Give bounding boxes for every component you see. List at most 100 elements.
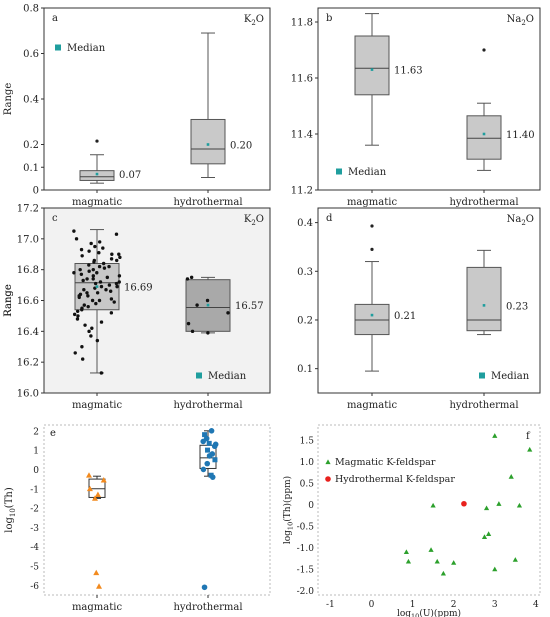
panel-f: -2.0-1.5-1.0-0.500.51.01.5-1 0 1 2 3 4flog10(… [282,424,541,617]
data-point [94,491,101,497]
y-tick-label: 0.4 [297,218,313,229]
data-point [89,241,93,246]
element-tail: O [526,14,534,25]
x-category-label: magmatic [72,602,123,613]
x-category-label: hydrothermal [449,400,518,411]
y-tick-label: 0.2 [23,140,39,151]
box-magmatic: 0.21 [354,224,416,372]
data-point [496,501,502,506]
data-point [89,334,93,338]
data-point [100,477,107,483]
element-tail: O [256,214,264,225]
box-magmatic: 16.69 [72,229,153,375]
series-magmatic: Magmatic K-feldspar [325,433,533,576]
data-point [527,446,533,452]
data-point [73,351,77,355]
y-label-main: log [283,530,293,544]
data-point [107,264,111,269]
iqr-box [466,115,502,160]
data-point [195,303,199,307]
data-point [90,298,95,303]
mean-marker [370,313,374,317]
element-label: Na2O [507,214,534,227]
data-point [185,277,190,281]
box-magmatic [86,472,107,589]
panel-letter: b [326,13,332,24]
element-main: K [244,14,252,25]
x-axis-label: log10(U)(ppm) [397,608,461,617]
data-point [492,433,498,438]
data-point [94,301,98,306]
data-point [430,502,436,508]
element-tail: O [256,14,264,25]
data-point [508,474,514,479]
data-point [211,443,218,450]
y-tick-label: -1.5 [297,566,315,576]
plot-frame [43,7,271,191]
y-tick-label: 16.4 [17,327,39,338]
element-main: K [244,214,252,225]
y-tick-label: 16.2 [17,358,39,369]
data-point [461,500,467,507]
legend-marker [325,459,331,465]
data-point [86,472,92,478]
x-tick-label: 3 [492,600,498,610]
y-tick-label: 0.6 [23,49,39,60]
data-point [72,312,77,317]
y-tick-label: -4 [30,543,39,553]
plot-frame [43,424,271,596]
y-tick-label: -5 [30,563,39,573]
mean-value-label: 11.40 [506,130,535,141]
y-label-main: log [4,517,15,533]
plot-frame [317,207,541,394]
y-tick-label: 11.2 [291,186,313,197]
y-axis-label: Range [3,284,14,317]
data-point [403,549,409,555]
y-tick-label: -1 [30,485,39,495]
data-point [105,275,110,280]
legend-median-marker [55,44,61,51]
y-axis-label: Range [3,83,14,116]
y-tick-label: 11.8 [291,18,313,29]
data-point [97,264,102,269]
data-point [434,558,440,564]
data-point [83,323,87,327]
data-point [72,229,76,233]
data-point [87,249,91,253]
x-category-label: magmatic [347,400,398,411]
mean-value-label: 16.69 [124,283,153,294]
data-point [428,547,434,552]
data-point [205,447,211,453]
mean-marker [482,304,486,307]
data-point [117,274,122,278]
data-point [99,371,104,375]
plot-frame [317,424,541,596]
data-point [200,438,207,445]
legend-median-label: Median [67,43,106,54]
legend-marker [325,476,331,482]
data-point [82,288,86,292]
data-point [76,314,80,318]
data-point [86,485,93,492]
x-category-label: hydrothermal [173,197,242,208]
data-point [91,495,98,501]
legend-median-label: Median [348,167,387,178]
panel-letter: d [326,213,333,224]
data-point [200,466,207,473]
y-tick-label: 11.4 [291,130,313,141]
y-label-tail: (Th)(ppm) [282,476,293,522]
y-tick-label: 1.5 [300,437,315,447]
data-point [516,502,523,508]
data-point [93,286,97,290]
element-subscript: 2 [251,219,255,227]
legend-label: Hydrothermal K-feldspar [335,474,455,485]
data-point [186,321,191,326]
y-axis-label: Range [3,284,14,317]
panel-e: -6 -5 -4 -3 -2 -1 0 1 2 e magmatic hydrothermal log1… [4,424,271,613]
data-point [80,357,85,361]
data-point [110,252,114,256]
legend-median-marker [196,372,202,379]
